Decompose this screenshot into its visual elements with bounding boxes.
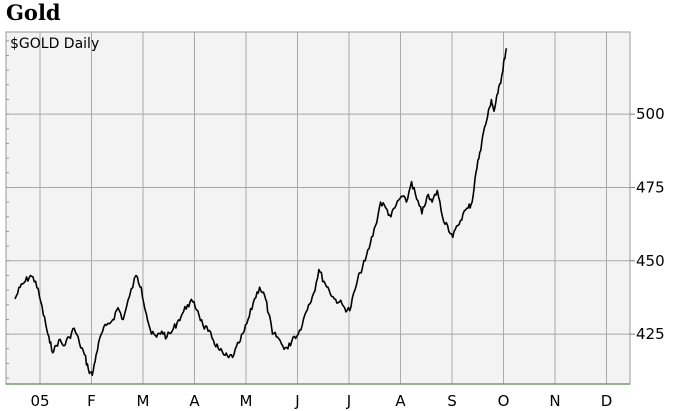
x-tick-label: J bbox=[294, 392, 299, 410]
x-tick-label: 05 bbox=[30, 392, 49, 410]
plot-background bbox=[5, 31, 631, 385]
x-tick-label: D bbox=[601, 392, 613, 410]
x-tick-label: F bbox=[87, 392, 96, 410]
gold-price-line bbox=[14, 48, 508, 376]
grid-lines bbox=[6, 32, 630, 384]
x-tick-label: N bbox=[549, 392, 560, 410]
y-tick-label: 450 bbox=[636, 252, 665, 270]
x-tick-label: O bbox=[498, 392, 510, 410]
x-tick-label: J bbox=[346, 392, 351, 410]
series-layer bbox=[14, 48, 508, 376]
axes: 425 450 475 500 05 F M A M J J A S O N D bbox=[6, 40, 665, 410]
y-tick-label: 500 bbox=[636, 105, 665, 123]
x-tick-label: M bbox=[240, 392, 253, 410]
x-tick-label: A bbox=[189, 392, 200, 410]
y-tick-label: 475 bbox=[636, 178, 665, 196]
x-tick-label: M bbox=[137, 392, 150, 410]
x-tick-label: S bbox=[447, 392, 457, 410]
y-tick-label: 425 bbox=[636, 325, 665, 343]
x-tick-label: A bbox=[395, 392, 406, 410]
chart-subtitle: $GOLD Daily bbox=[10, 36, 99, 52]
chart-title: Gold bbox=[6, 0, 61, 25]
